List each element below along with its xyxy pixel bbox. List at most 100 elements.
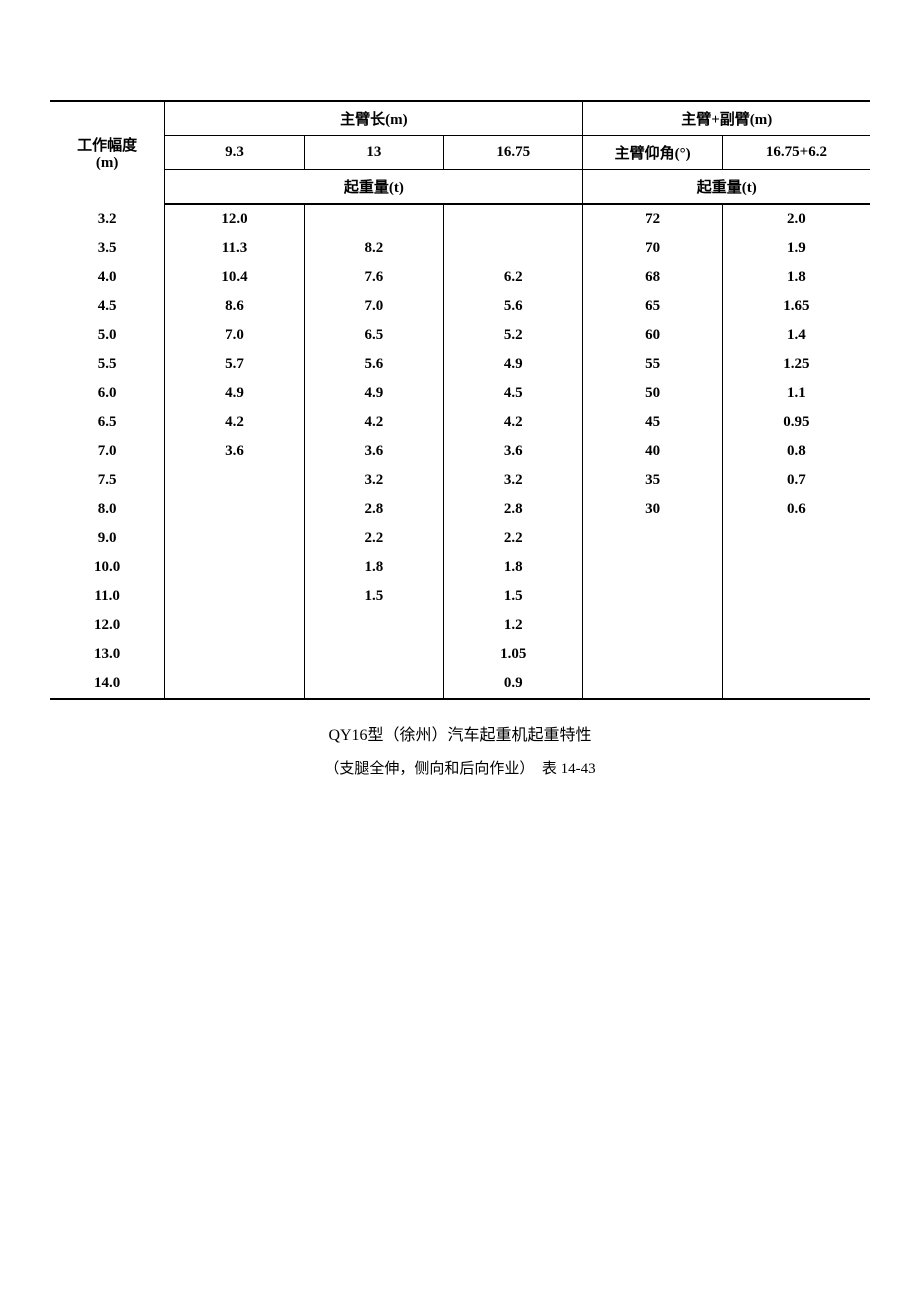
table-row: 7.0 3.6 3.6 3.6 40 0.8 [50, 437, 870, 466]
cell-radius: 6.5 [50, 408, 165, 437]
cell-c3: 1.05 [444, 640, 583, 669]
cell-c4 [583, 582, 722, 611]
header-combo: 16.75+6.2 [722, 136, 870, 170]
table-row: 14.0 0.9 [50, 669, 870, 699]
cell-c2 [304, 640, 443, 669]
cell-c1 [165, 524, 304, 553]
cell-c2: 7.6 [304, 263, 443, 292]
cell-c4: 68 [583, 263, 722, 292]
cell-c3 [444, 204, 583, 234]
cell-c4: 45 [583, 408, 722, 437]
cell-c4 [583, 524, 722, 553]
table-row: 10.0 1.8 1.8 [50, 553, 870, 582]
cell-radius: 4.0 [50, 263, 165, 292]
cell-radius: 10.0 [50, 553, 165, 582]
cell-c3: 3.6 [444, 437, 583, 466]
header-capacity-left: 起重量(t) [165, 170, 583, 205]
cell-c1 [165, 640, 304, 669]
cell-c2: 1.5 [304, 582, 443, 611]
table-row: 13.0 1.05 [50, 640, 870, 669]
cell-c5: 0.95 [722, 408, 870, 437]
table-row: 4.5 8.6 7.0 5.6 65 1.65 [50, 292, 870, 321]
cell-c3 [444, 234, 583, 263]
cell-c4: 35 [583, 466, 722, 495]
table-row: 5.5 5.7 5.6 4.9 55 1.25 [50, 350, 870, 379]
cell-c2 [304, 669, 443, 699]
cell-c4: 65 [583, 292, 722, 321]
cell-c5 [722, 582, 870, 611]
table-body: 3.2 12.0 72 2.0 3.5 11.3 8.2 70 1.9 4.0 … [50, 204, 870, 699]
cell-c2 [304, 204, 443, 234]
cell-c1 [165, 582, 304, 611]
header-capacity-right: 起重量(t) [583, 170, 870, 205]
cell-c5 [722, 611, 870, 640]
cell-radius: 9.0 [50, 524, 165, 553]
cell-c4: 70 [583, 234, 722, 263]
cell-c3: 1.5 [444, 582, 583, 611]
table-row: 3.2 12.0 72 2.0 [50, 204, 870, 234]
cell-radius: 7.5 [50, 466, 165, 495]
cell-c2: 5.6 [304, 350, 443, 379]
table-row: 7.5 3.2 3.2 35 0.7 [50, 466, 870, 495]
cell-c1: 4.9 [165, 379, 304, 408]
cell-c4: 40 [583, 437, 722, 466]
cell-radius: 14.0 [50, 669, 165, 699]
header-16-75: 16.75 [444, 136, 583, 170]
cell-c1: 12.0 [165, 204, 304, 234]
cell-c5 [722, 553, 870, 582]
cell-c4 [583, 553, 722, 582]
table-caption-title: QY16型（徐州）汽车起重机起重特性 [50, 720, 870, 752]
cell-c3: 2.2 [444, 524, 583, 553]
cell-c1: 11.3 [165, 234, 304, 263]
cell-radius: 7.0 [50, 437, 165, 466]
table-row: 3.5 11.3 8.2 70 1.9 [50, 234, 870, 263]
table-row: 12.0 1.2 [50, 611, 870, 640]
cell-c3: 5.2 [444, 321, 583, 350]
cell-c5: 1.1 [722, 379, 870, 408]
cell-c4: 55 [583, 350, 722, 379]
cell-c1 [165, 669, 304, 699]
cell-c2: 1.8 [304, 553, 443, 582]
cell-c5: 2.0 [722, 204, 870, 234]
cell-c2: 6.5 [304, 321, 443, 350]
cell-radius: 12.0 [50, 611, 165, 640]
table-row: 11.0 1.5 1.5 [50, 582, 870, 611]
cell-c1: 10.4 [165, 263, 304, 292]
cell-radius: 3.5 [50, 234, 165, 263]
cell-c3: 3.2 [444, 466, 583, 495]
cell-c5: 1.4 [722, 321, 870, 350]
cell-radius: 3.2 [50, 204, 165, 234]
cell-c4 [583, 611, 722, 640]
cell-c1: 4.2 [165, 408, 304, 437]
cell-c5 [722, 524, 870, 553]
cell-c4 [583, 669, 722, 699]
header-13: 13 [304, 136, 443, 170]
cell-c1 [165, 611, 304, 640]
header-working-radius: 工作幅度(m) [50, 101, 165, 204]
header-9-3: 9.3 [165, 136, 304, 170]
cell-c5: 0.8 [722, 437, 870, 466]
cell-radius: 8.0 [50, 495, 165, 524]
cell-c3: 5.6 [444, 292, 583, 321]
cell-c5: 0.6 [722, 495, 870, 524]
cell-c3: 4.5 [444, 379, 583, 408]
cell-c2: 3.6 [304, 437, 443, 466]
cell-c4: 72 [583, 204, 722, 234]
crane-capacity-table: 工作幅度(m) 主臂长(m) 主臂+副臂(m) 9.3 13 16.75 主臂仰… [50, 100, 870, 700]
table-row: 9.0 2.2 2.2 [50, 524, 870, 553]
cell-c2: 4.9 [304, 379, 443, 408]
header-main-aux: 主臂+副臂(m) [583, 101, 870, 136]
table-row: 6.5 4.2 4.2 4.2 45 0.95 [50, 408, 870, 437]
table-caption-subtitle: （支腿全伸，侧向和后向作业） 表 14-43 [50, 757, 870, 778]
table-row: 5.0 7.0 6.5 5.2 60 1.4 [50, 321, 870, 350]
cell-c5: 1.9 [722, 234, 870, 263]
cell-c2: 4.2 [304, 408, 443, 437]
cell-c4 [583, 640, 722, 669]
cell-c4: 30 [583, 495, 722, 524]
cell-c5 [722, 640, 870, 669]
cell-c3: 0.9 [444, 669, 583, 699]
header-elevation: 主臂仰角(°) [583, 136, 722, 170]
cell-c3: 4.2 [444, 408, 583, 437]
cell-c3: 6.2 [444, 263, 583, 292]
cell-c5: 1.25 [722, 350, 870, 379]
